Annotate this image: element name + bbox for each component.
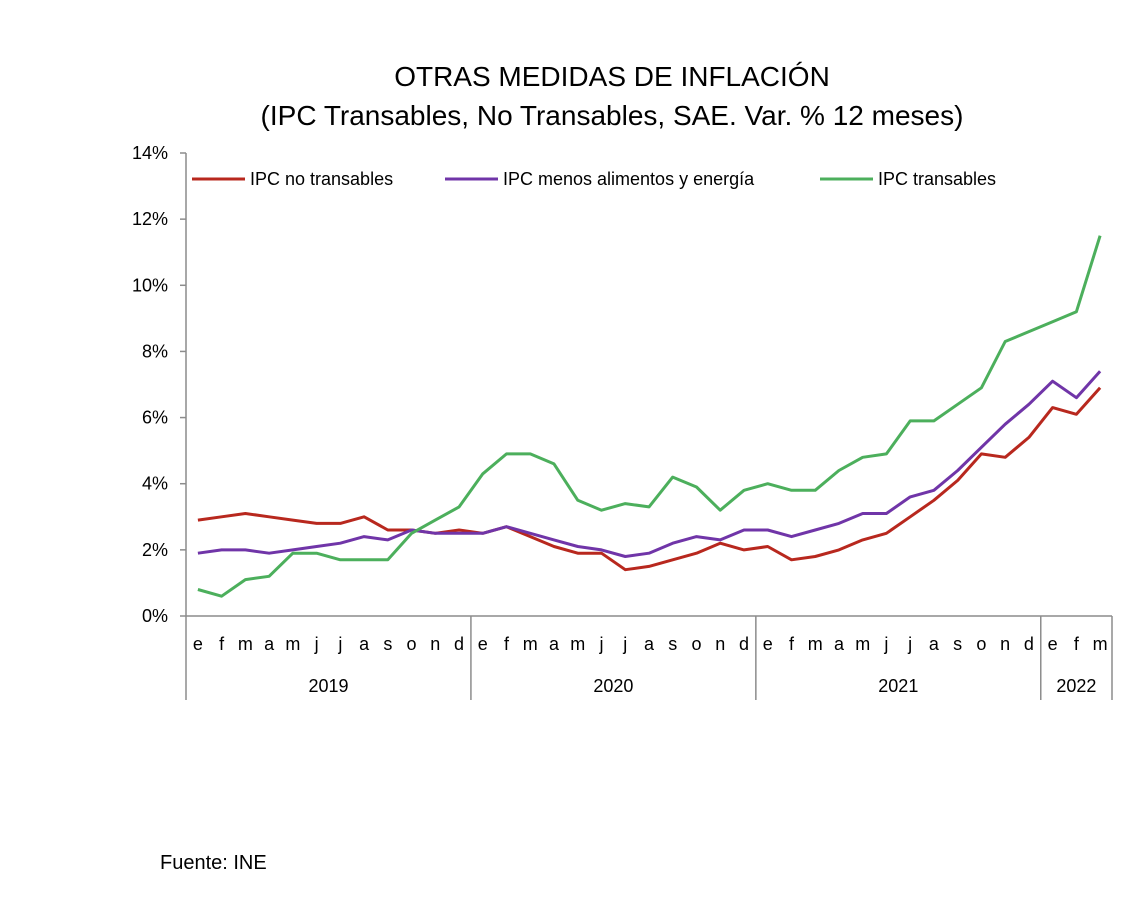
x-tick-label-month: s (668, 634, 677, 654)
x-tick-label-month: a (264, 634, 275, 654)
x-tick-label-month: j (599, 634, 604, 654)
x-tick-label-month: j (314, 634, 319, 654)
legend: IPC no transables IPC menos alimentos y e… (192, 169, 996, 189)
legend-label: IPC no transables (250, 169, 393, 189)
source-note: Fuente: INE (160, 852, 267, 874)
x-tick-label-month: o (691, 634, 701, 654)
x-tick-label-month: m (570, 634, 585, 654)
x-tick-label-month: d (454, 634, 464, 654)
legend-label: IPC menos alimentos y energía (503, 169, 755, 189)
x-tick-label-month: m (1093, 634, 1108, 654)
x-tick-label-month: n (715, 634, 725, 654)
x-tick-label-month: s (953, 634, 962, 654)
x-tick-label-month: o (407, 634, 417, 654)
y-tick-label: 2% (142, 540, 168, 560)
x-tick-label-month: a (644, 634, 655, 654)
x-tick-label-month: f (1074, 634, 1080, 654)
series-lines (197, 235, 1102, 598)
x-tick-label-month: f (219, 634, 225, 654)
x-tick-label-month: f (504, 634, 510, 654)
x-tick-label-month: m (855, 634, 870, 654)
x-tick-label-month: d (739, 634, 749, 654)
series-line-2 (197, 235, 1102, 598)
y-tick-label: 4% (142, 474, 168, 494)
x-tick-label-month: n (1000, 634, 1010, 654)
x-tick-label-month: a (359, 634, 370, 654)
x-tick-label-month: f (789, 634, 795, 654)
x-tick-label-year: 2019 (308, 676, 348, 696)
x-tick-label-month: m (808, 634, 823, 654)
axes: 0%2%4%6%8%10%12%14%e f m a m j j a s o n d e f m a m j j a s… (132, 143, 1113, 700)
y-tick-label: 12% (132, 209, 168, 229)
x-tick-label-month: d (1024, 634, 1034, 654)
x-tick-label-month: n (430, 634, 440, 654)
x-tick-label-month: a (549, 634, 560, 654)
x-tick-label-month: e (763, 634, 773, 654)
x-tick-label-month: o (976, 634, 986, 654)
x-tick-label-month: j (337, 634, 342, 654)
y-tick-label: 14% (132, 143, 168, 163)
x-tick-label-month: j (622, 634, 627, 654)
x-tick-label-month: e (478, 634, 488, 654)
series-line-0 (197, 386, 1102, 572)
x-tick-label-month: e (193, 634, 203, 654)
x-tick-label-month: a (929, 634, 940, 654)
series-line-1 (197, 370, 1102, 558)
x-tick-label-month: e (1048, 634, 1058, 654)
legend-label: IPC transables (878, 169, 996, 189)
y-tick-label: 6% (142, 408, 168, 428)
x-tick-label-year: 2022 (1056, 676, 1096, 696)
x-tick-label-month: m (285, 634, 300, 654)
y-tick-label: 10% (132, 275, 168, 295)
x-tick-label-month: a (834, 634, 845, 654)
y-tick-label: 0% (142, 606, 168, 626)
x-tick-label-year: 2021 (878, 676, 918, 696)
x-tick-label-month: s (383, 634, 392, 654)
x-tick-label-month: m (523, 634, 538, 654)
chart-title: OTRAS MEDIDAS DE INFLACIÓN (394, 61, 830, 92)
x-tick-label-month: j (907, 634, 912, 654)
x-tick-label-year: 2020 (593, 676, 633, 696)
y-tick-label: 8% (142, 341, 168, 361)
x-tick-label-month: m (238, 634, 253, 654)
chart-subtitle: (IPC Transables, No Transables, SAE. Var… (261, 100, 964, 131)
x-tick-label-month: j (883, 634, 888, 654)
